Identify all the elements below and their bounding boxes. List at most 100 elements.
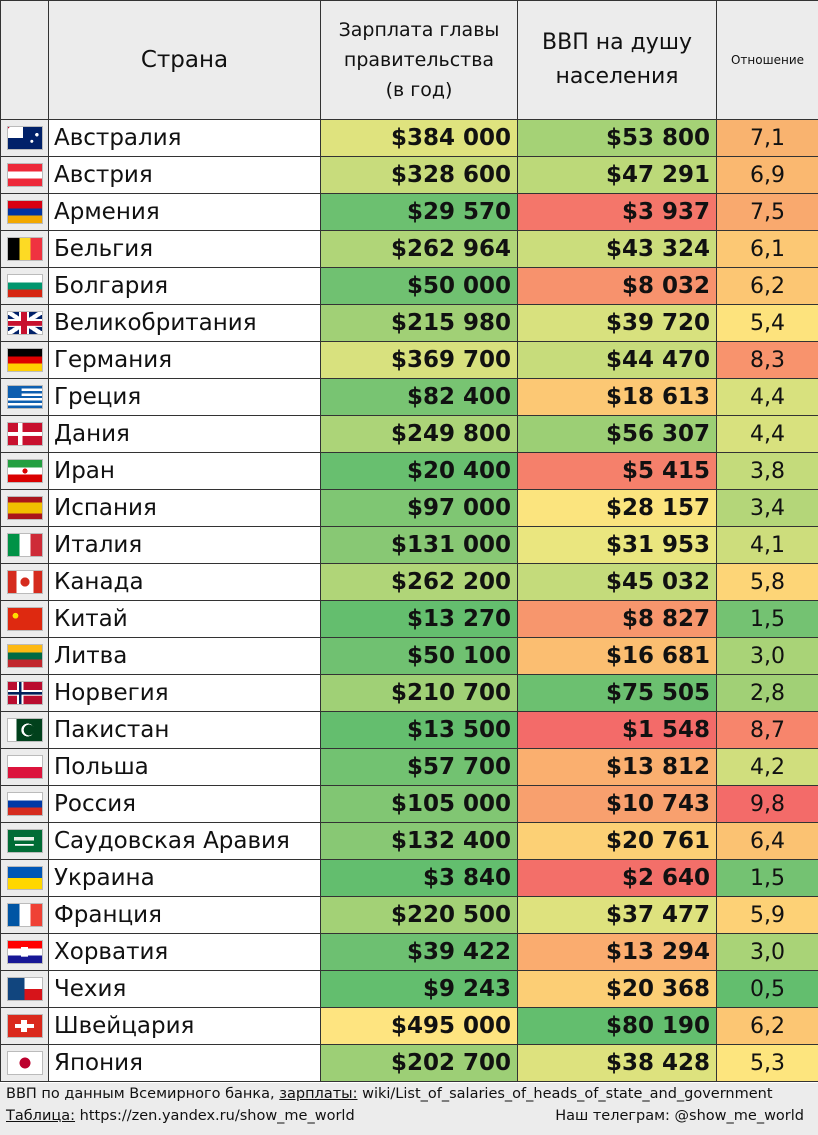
gdp-value: $45 032 <box>517 563 717 601</box>
flag-cell <box>0 711 49 749</box>
salary-value: $82 400 <box>320 378 518 416</box>
salary-value: $202 700 <box>320 1044 518 1082</box>
table-row: Австралия $384 000 $53 800 7,1 <box>0 119 818 157</box>
ratio-value: 5,8 <box>716 563 818 601</box>
table-row: Германия $369 700 $44 470 8,3 <box>0 341 818 379</box>
country-name: Швейцария <box>48 1007 321 1045</box>
table-row: Швейцария $495 000 $80 190 6,2 <box>0 1007 818 1045</box>
country-name: Япония <box>48 1044 321 1082</box>
country-name: Иран <box>48 452 321 490</box>
country-name: Испания <box>48 489 321 527</box>
flag-cell <box>0 415 49 453</box>
gdp-header-line-2: населения <box>555 64 679 89</box>
salary-value: $210 700 <box>320 674 518 712</box>
gdp-value: $18 613 <box>517 378 717 416</box>
salary-value: $220 500 <box>320 896 518 934</box>
table-row: Греция $82 400 $18 613 4,4 <box>0 378 818 416</box>
country-name: Пакистан <box>48 711 321 749</box>
flag-cell <box>0 378 49 416</box>
salary-value: $97 000 <box>320 489 518 527</box>
ratio-value: 4,4 <box>716 378 818 416</box>
table-row: Литва $50 100 $16 681 3,0 <box>0 637 818 675</box>
salary-value: $57 700 <box>320 748 518 786</box>
ratio-value: 8,7 <box>716 711 818 749</box>
poland-flag-icon <box>6 755 43 779</box>
country-name: Великобритания <box>48 304 321 342</box>
japan-flag-icon <box>6 1051 43 1075</box>
country-name: Бельгия <box>48 230 321 268</box>
ratio-value: 7,1 <box>716 119 818 157</box>
salary-value: $13 500 <box>320 711 518 749</box>
uk-flag-icon <box>6 311 43 335</box>
italy-flag-icon <box>6 533 43 557</box>
flag-cell <box>0 489 49 527</box>
salary-value: $215 980 <box>320 304 518 342</box>
flag-cell <box>0 526 49 564</box>
gdp-value: $5 415 <box>517 452 717 490</box>
spain-flag-icon <box>6 496 43 520</box>
ratio-value: 1,5 <box>716 600 818 638</box>
footer-line-2: Таблица: https://zen.yandex.ru/show_me_w… <box>0 1105 818 1127</box>
country-name: Польша <box>48 748 321 786</box>
country-name: Франция <box>48 896 321 934</box>
table-row: Франция $220 500 $37 477 5,9 <box>0 896 818 934</box>
salary-value: $9 243 <box>320 970 518 1008</box>
table-row: Италия $131 000 $31 953 4,1 <box>0 526 818 564</box>
ratio-value: 5,9 <box>716 896 818 934</box>
table-row: Болгария $50 000 $8 032 6,2 <box>0 267 818 305</box>
footer-wiki-source: wiki/List_of_salaries_of_heads_of_state_… <box>357 1086 773 1102</box>
flag-cell <box>0 563 49 601</box>
gdp-value: $2 640 <box>517 859 717 897</box>
salary-header-line-3: (в год) <box>385 79 453 101</box>
ratio-value: 3,0 <box>716 933 818 971</box>
gdp-value: $47 291 <box>517 156 717 194</box>
salary-column-header: Зарплата главы правительства (в год) <box>320 0 518 120</box>
flag-cell <box>0 452 49 490</box>
ratio-value: 6,9 <box>716 156 818 194</box>
country-name: Германия <box>48 341 321 379</box>
table-row: Австрия $328 600 $47 291 6,9 <box>0 156 818 194</box>
country-name: Армения <box>48 193 321 231</box>
bulgaria-flag-icon <box>6 274 43 298</box>
footer-salaries-label: зарплаты: <box>279 1086 358 1102</box>
ratio-value: 4,4 <box>716 415 818 453</box>
canada-flag-icon <box>6 570 43 594</box>
salary-value: $131 000 <box>320 526 518 564</box>
salary-value: $495 000 <box>320 1007 518 1045</box>
gdp-value: $13 294 <box>517 933 717 971</box>
country-name: Греция <box>48 378 321 416</box>
salary-value: $262 964 <box>320 230 518 268</box>
flag-cell <box>0 156 49 194</box>
country-name: Норвегия <box>48 674 321 712</box>
country-name: Литва <box>48 637 321 675</box>
ratio-value: 0,5 <box>716 970 818 1008</box>
flag-cell <box>0 674 49 712</box>
flag-cell <box>0 193 49 231</box>
flag-cell <box>0 859 49 897</box>
salary-value: $3 840 <box>320 859 518 897</box>
table-row: Канада $262 200 $45 032 5,8 <box>0 563 818 601</box>
switzerland-flag-icon <box>6 1014 43 1038</box>
flag-cell <box>0 822 49 860</box>
gdp-value: $1 548 <box>517 711 717 749</box>
table-row: Армения $29 570 $3 937 7,5 <box>0 193 818 231</box>
gdp-value: $56 307 <box>517 415 717 453</box>
austria-flag-icon <box>6 163 43 187</box>
salary-value: $39 422 <box>320 933 518 971</box>
flag-column-header <box>0 0 49 120</box>
gdp-value: $37 477 <box>517 896 717 934</box>
gdp-value: $43 324 <box>517 230 717 268</box>
table-row: Украина $3 840 $2 640 1,5 <box>0 859 818 897</box>
salary-value: $249 800 <box>320 415 518 453</box>
gdp-value: $8 032 <box>517 267 717 305</box>
ratio-value: 3,8 <box>716 452 818 490</box>
lithuania-flag-icon <box>6 644 43 668</box>
footer-line-1: ВВП по данным Всемирного банка, зарплаты… <box>0 1083 818 1105</box>
gdp-value: $38 428 <box>517 1044 717 1082</box>
ratio-value: 4,1 <box>716 526 818 564</box>
gdp-value: $10 743 <box>517 785 717 823</box>
country-name: Канада <box>48 563 321 601</box>
ratio-value: 7,5 <box>716 193 818 231</box>
ratio-value: 6,2 <box>716 1007 818 1045</box>
salary-value: $384 000 <box>320 119 518 157</box>
